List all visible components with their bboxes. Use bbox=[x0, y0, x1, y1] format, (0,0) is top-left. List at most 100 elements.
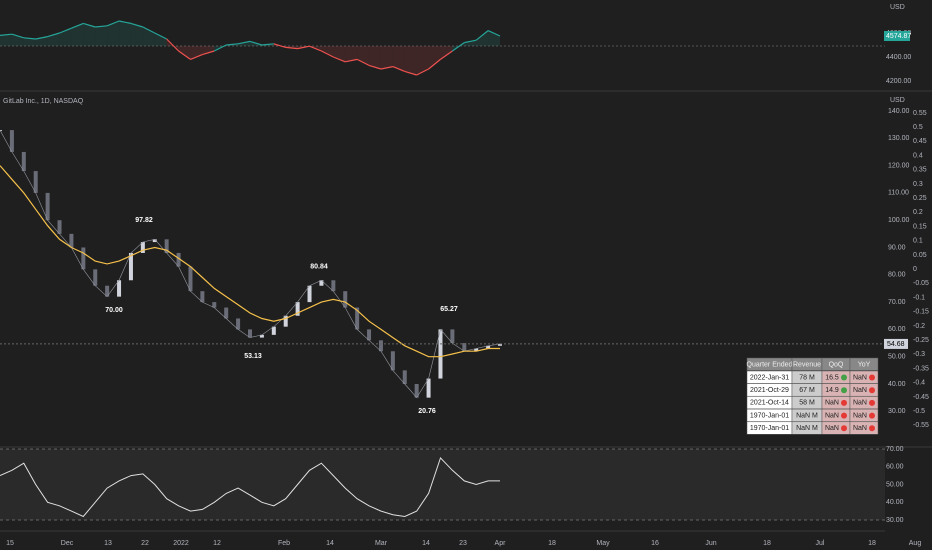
table-cell bbox=[849, 421, 879, 435]
y2-tick-label: 0.5 bbox=[913, 124, 923, 131]
table-text: Revenue bbox=[793, 361, 821, 368]
y2-tick-label: -0.1 bbox=[913, 294, 925, 301]
y2-tick-label: 0.2 bbox=[913, 209, 923, 216]
candle bbox=[343, 291, 348, 308]
oscillator-segment bbox=[237, 40, 251, 45]
oscillator-fill bbox=[107, 21, 120, 46]
candle bbox=[140, 242, 145, 253]
oscillator-segment bbox=[273, 43, 286, 48]
status-dot bbox=[841, 374, 847, 381]
oscillator-segment bbox=[333, 56, 346, 63]
oscillator-segment bbox=[0, 33, 12, 36]
price-tick-label: 110.00 bbox=[888, 190, 909, 197]
oscillator-segment bbox=[214, 44, 227, 52]
time-label: Jun bbox=[705, 540, 716, 547]
oscillator-fill bbox=[23, 37, 36, 46]
y2-tick-label: 0.1 bbox=[913, 238, 923, 245]
time-label: 18 bbox=[763, 540, 771, 547]
candle bbox=[307, 285, 312, 303]
oscillator-segment bbox=[130, 22, 144, 28]
oscillator-fill bbox=[190, 45, 203, 60]
pivot-label: 70.00 bbox=[105, 307, 123, 314]
candle bbox=[57, 220, 62, 234]
rsi-tick-label: 30.00 bbox=[886, 517, 904, 524]
rsi-band bbox=[0, 449, 885, 520]
candle bbox=[259, 334, 264, 338]
last-value-label: 4574.87 bbox=[886, 33, 911, 40]
table-text: 2021-Oct-14 bbox=[750, 400, 789, 407]
table-text: 2022-Jan-31 bbox=[750, 374, 789, 381]
oscillator-fill bbox=[440, 45, 453, 60]
candle bbox=[450, 329, 455, 344]
candle bbox=[188, 266, 193, 292]
time-label: Feb bbox=[278, 540, 290, 547]
table-text: 2021-Oct-29 bbox=[750, 387, 789, 394]
table-text: YoY bbox=[858, 361, 871, 368]
time-label: 22 bbox=[141, 540, 149, 547]
candle bbox=[105, 285, 110, 297]
oscillator-fill bbox=[214, 45, 227, 51]
price-tick-label: 90.00 bbox=[888, 244, 906, 251]
candle bbox=[117, 280, 122, 297]
y2-tick-label: -0.25 bbox=[913, 337, 929, 344]
oscillator-fill bbox=[309, 45, 322, 51]
oscillator-segment bbox=[309, 45, 322, 52]
status-dot bbox=[869, 412, 875, 419]
candle bbox=[200, 291, 205, 303]
candle bbox=[81, 247, 86, 270]
table-text: Quarter Ended bbox=[747, 361, 793, 368]
rsi-tick-label: 60.00 bbox=[886, 464, 904, 471]
candle bbox=[176, 252, 181, 267]
y2-tick-label: -0.2 bbox=[913, 323, 925, 330]
oscillator-fill bbox=[428, 45, 441, 69]
status-dot bbox=[841, 425, 847, 432]
time-label: 16 bbox=[651, 540, 659, 547]
oscillator-fill bbox=[47, 33, 60, 46]
time-label: 23 bbox=[459, 540, 467, 547]
top-tick-label: 4400.00 bbox=[886, 54, 911, 61]
oscillator-segment bbox=[392, 66, 405, 72]
oscillator-segment bbox=[464, 39, 477, 44]
time-label: Mar bbox=[375, 540, 388, 547]
symbol-title: GitLab Inc., 1D, NASDAQ bbox=[3, 98, 84, 105]
top-currency: USD bbox=[890, 4, 905, 11]
price-tick-label: 70.00 bbox=[888, 299, 906, 306]
oscillator-fill bbox=[130, 23, 143, 46]
y2-tick-label: 0.4 bbox=[913, 152, 923, 159]
oscillator-segment bbox=[23, 37, 36, 40]
table-text: NaN bbox=[825, 400, 839, 407]
oscillator-segment bbox=[356, 58, 370, 66]
oscillator-fill bbox=[119, 21, 131, 46]
y2-tick-label: -0.35 bbox=[913, 365, 929, 372]
last-value-box bbox=[884, 31, 910, 42]
oscillator-segment bbox=[285, 46, 298, 50]
time-label: 14 bbox=[422, 540, 430, 547]
candle bbox=[402, 370, 407, 384]
pivot-label: 53.13 bbox=[244, 353, 262, 360]
oscillator-segment bbox=[345, 58, 358, 63]
table-text: NaN bbox=[825, 425, 839, 432]
oscillator-segment bbox=[118, 20, 132, 24]
oscillator-fill bbox=[357, 45, 370, 66]
status-dot bbox=[841, 399, 847, 406]
time-label: 15 bbox=[6, 540, 14, 547]
oscillator-fill bbox=[285, 45, 298, 49]
oscillator-segment bbox=[35, 36, 48, 40]
oscillator-segment bbox=[178, 50, 191, 60]
candle bbox=[331, 280, 336, 292]
oscillator-segment bbox=[11, 33, 24, 39]
oscillator-fill bbox=[71, 23, 84, 46]
oscillator-fill bbox=[154, 33, 167, 46]
y2-tick-label: 0.05 bbox=[913, 252, 927, 259]
table-text: 1970-Jan-01 bbox=[750, 425, 789, 432]
oscillator-fill bbox=[261, 43, 274, 46]
y2-tick-label: -0.15 bbox=[913, 309, 929, 316]
oscillator-fill bbox=[488, 30, 500, 46]
oscillator-segment bbox=[452, 42, 465, 52]
oscillator-segment bbox=[261, 43, 274, 46]
price-tick-label: 120.00 bbox=[888, 162, 910, 169]
candle bbox=[283, 315, 288, 327]
time-label: 18 bbox=[548, 540, 556, 547]
price-tick-label: 130.00 bbox=[888, 135, 910, 142]
